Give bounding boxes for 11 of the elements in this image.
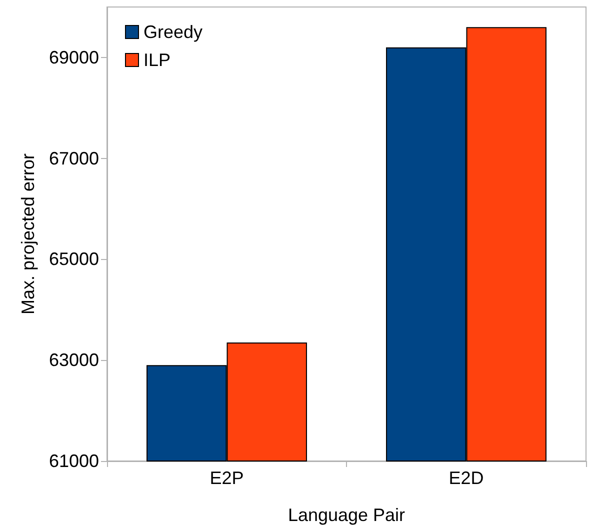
x-tick-label: E2P <box>210 468 244 488</box>
y-tick-label: 69000 <box>48 47 99 68</box>
y-tick-label: 61000 <box>48 451 99 471</box>
y-tick-label: 65000 <box>48 249 99 270</box>
legend-label: Greedy <box>144 22 203 42</box>
legend-label: ILP <box>144 50 171 70</box>
y-tick-label: 63000 <box>48 350 99 370</box>
y-axis-title: Max. projected error <box>18 153 38 315</box>
y-tick-label: 67000 <box>48 148 99 168</box>
x-tick-label: E2D <box>448 468 484 488</box>
x-axis-title: Language Pair <box>288 505 406 525</box>
